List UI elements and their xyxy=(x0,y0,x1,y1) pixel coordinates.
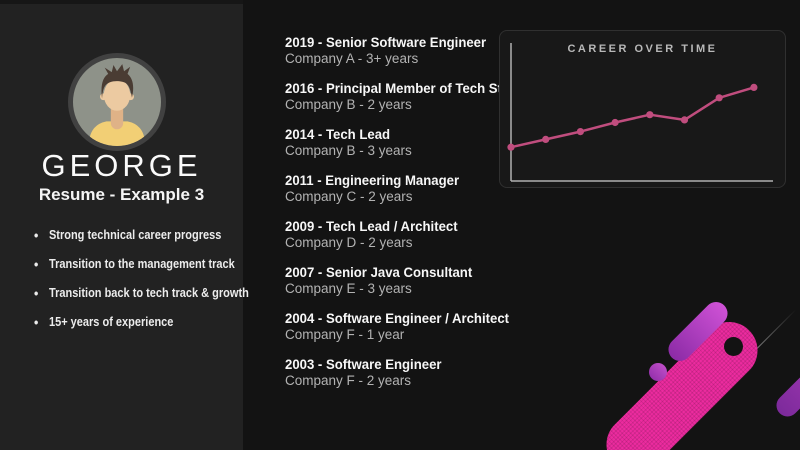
timeline-entry-company: Company B - 3 years xyxy=(285,143,412,158)
corner-bar-decoration xyxy=(771,348,800,422)
timeline-entry-title: 2009 - Tech Lead / Architect xyxy=(285,218,458,234)
timeline-entry: 2011 - Engineering Manager Company C - 2 … xyxy=(285,172,515,206)
career-chart-panel: CAREER OVER TIME xyxy=(499,30,786,188)
person-avatar-icon xyxy=(88,64,146,146)
career-timeline: 2019 - Senior Software Engineer Company A… xyxy=(285,34,519,402)
timeline-entry-title: 2004 - Software Engineer / Architect xyxy=(285,310,510,326)
highlight-item: 15+ years of experience xyxy=(34,314,219,330)
chart-title: CAREER OVER TIME xyxy=(567,43,718,55)
profile-name: GEORGE xyxy=(41,148,202,183)
avatar xyxy=(68,53,166,151)
highlight-item: Transition to the management track xyxy=(34,256,235,272)
highlight-item: Transition back to tech track & growth xyxy=(34,285,249,301)
timeline-entry: 2007 - Senior Java Consultant Company E -… xyxy=(285,264,515,298)
profile-subtitle: Resume - Example 3 xyxy=(38,185,205,204)
timeline-entry: 2019 - Senior Software Engineer Company A… xyxy=(285,34,515,68)
purple-dot-decoration xyxy=(649,363,667,381)
timeline-entry-title: 2019 - Senior Software Engineer xyxy=(285,34,487,50)
timeline-entry-title: 2007 - Senior Java Consultant xyxy=(285,264,473,280)
timeline-entry-title: 2011 - Engineering Manager xyxy=(285,172,460,188)
profile-sidebar: GEORGE Resume - Example 3 Strong technic… xyxy=(0,0,249,450)
timeline-entry-company: Company B - 2 years xyxy=(285,97,412,112)
timeline-entry-company: Company A - 3+ years xyxy=(285,51,419,66)
timeline-entry: 2004 - Software Engineer / Architect Comp… xyxy=(285,310,515,344)
timeline-entry-company: Company C - 2 years xyxy=(285,189,413,204)
notch-cutout-decoration xyxy=(724,337,743,356)
timeline-entry: 2009 - Tech Lead / Architect Company D - … xyxy=(285,218,515,252)
timeline-entry-title: 2003 - Software Engineer xyxy=(285,356,442,372)
timeline-entry-company: Company F - 2 years xyxy=(285,373,412,388)
timeline-entry-company: Company F - 1 year xyxy=(285,327,405,342)
timeline-entry-company: Company D - 2 years xyxy=(285,235,413,250)
highlights-list: Strong technical career progress Transiti… xyxy=(34,227,249,344)
timeline-entry: 2003 - Software Engineer Company F - 2 ye… xyxy=(285,356,515,390)
career-line-chart xyxy=(507,43,773,182)
timeline-entry: 2014 - Tech Lead Company B - 3 years xyxy=(285,126,515,160)
highlight-item: Strong technical career progress xyxy=(34,227,221,243)
timeline-entry-title: 2016 - Principal Member of Tech Staff xyxy=(285,80,519,96)
timeline-entry: 2016 - Principal Member of Tech Staff Com… xyxy=(285,80,519,114)
timeline-entry-title: 2014 - Tech Lead xyxy=(285,126,391,142)
timeline-entry-company: Company E - 3 years xyxy=(285,281,412,296)
